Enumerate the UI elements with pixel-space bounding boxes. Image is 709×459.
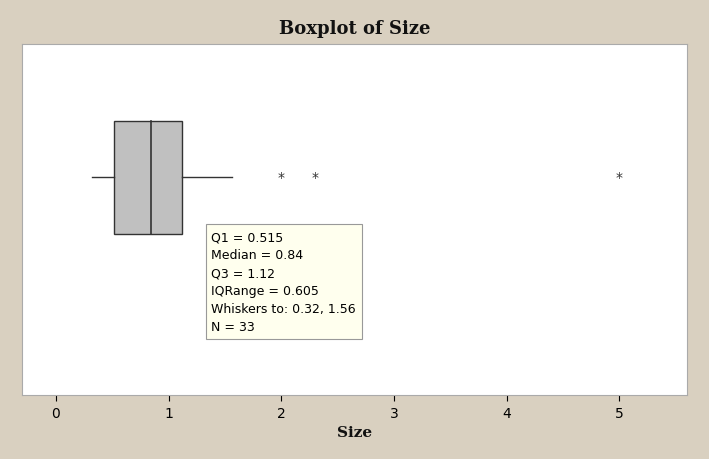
Text: *: * <box>311 171 318 185</box>
Text: *: * <box>616 171 623 185</box>
Title: Boxplot of Size: Boxplot of Size <box>279 20 430 38</box>
X-axis label: Size: Size <box>337 425 372 439</box>
Text: *: * <box>278 171 285 185</box>
Bar <box>114 122 182 234</box>
Text: Q1 = 0.515
Median = 0.84
Q3 = 1.12
IQRange = 0.605
Whiskers to: 0.32, 1.56
N = 3: Q1 = 0.515 Median = 0.84 Q3 = 1.12 IQRan… <box>211 230 356 333</box>
